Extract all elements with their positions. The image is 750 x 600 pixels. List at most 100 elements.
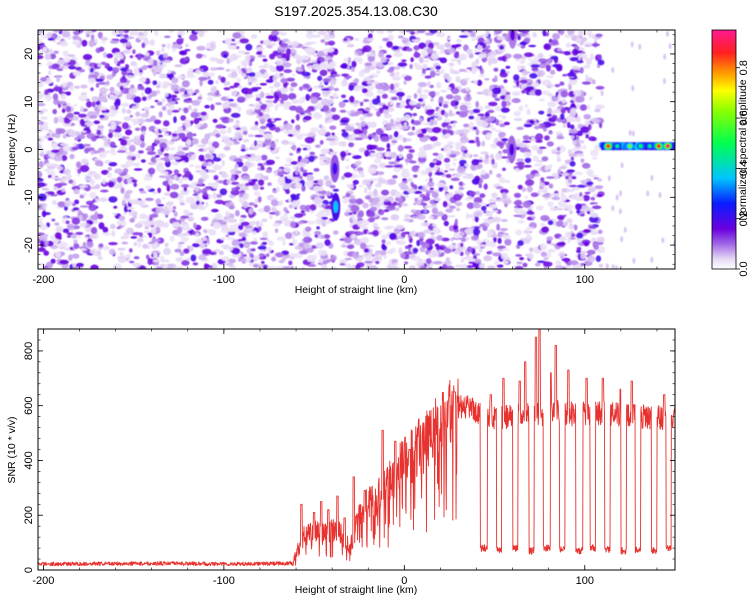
- spectrogram-cell: [546, 141, 554, 147]
- spectrogram-cell: [469, 122, 474, 126]
- y-tick-label: 200: [23, 506, 35, 524]
- spectrogram-cell: [38, 247, 46, 252]
- spectrogram-cell: [497, 237, 502, 244]
- spectrogram-cell: [305, 180, 314, 187]
- spectrogram-cell: [53, 116, 59, 124]
- spectrogram-cell: [478, 183, 483, 189]
- spectrogram-cell: [389, 83, 395, 91]
- spectrogram-cell: [584, 191, 591, 195]
- spectrogram-cell: [404, 75, 412, 81]
- spectrogram-cell: [315, 212, 325, 218]
- spectrogram-cell: [373, 135, 380, 143]
- spectrogram-cell: [221, 256, 231, 262]
- spectrogram-cell: [141, 96, 147, 102]
- spectrogram-cell: [517, 35, 521, 41]
- spectrogram-cell: [311, 30, 317, 33]
- spectrogram-cell: [242, 258, 247, 263]
- spectrogram-cell: [354, 137, 364, 141]
- spectrogram-cell: [486, 132, 492, 138]
- spectrogram-cell: [449, 185, 454, 190]
- spectrogram-cell: [202, 148, 208, 152]
- spectrogram-cell: [113, 57, 118, 65]
- spectrogram-cell: [646, 190, 650, 197]
- spectrogram-cell: [114, 121, 122, 125]
- spectrogram-cell: [331, 114, 341, 121]
- spectrogram-cell: [369, 100, 373, 108]
- spectrogram-cell: [227, 98, 234, 102]
- spectrogram-cell: [107, 167, 113, 171]
- spectrogram-cell: [309, 204, 317, 211]
- x-tick-label: -100: [213, 274, 235, 286]
- spectrogram-cell: [586, 249, 596, 255]
- spectrogram-cell: [328, 142, 339, 146]
- spectrogram-cell: [196, 206, 207, 210]
- spectrogram-cell: [152, 191, 158, 195]
- spectrogram-cell: [611, 67, 615, 73]
- spectrogram-cell: [565, 42, 571, 48]
- spectrogram-cell: [289, 256, 295, 260]
- spectrogram-cell: [352, 155, 362, 160]
- spectrogram-cell: [385, 225, 395, 229]
- spectrogram-cell: [186, 74, 196, 79]
- spectrogram-cell: [418, 98, 424, 102]
- spectrogram-cell: [144, 118, 153, 123]
- spectrogram-cell: [126, 207, 135, 210]
- spectrogram-cell: [61, 155, 68, 161]
- spectrogram-cell: [266, 238, 271, 242]
- spectrogram-cell: [388, 107, 395, 113]
- spectrogram-cell: [180, 115, 187, 121]
- spectrogram-cell: [554, 84, 561, 88]
- spectrogram-cell: [103, 245, 110, 251]
- spectrogram-cell: [580, 158, 585, 163]
- spectrogram-cell: [99, 197, 108, 202]
- spectrogram-cell: [112, 212, 118, 216]
- spectrogram-cell: [329, 125, 337, 130]
- spectrogram-cell: [165, 73, 172, 78]
- spectrogram-cell: [417, 156, 427, 163]
- spectrogram-cell: [316, 226, 320, 230]
- spectrogram-cell: [348, 126, 356, 132]
- spectrogram-cell: [204, 71, 210, 78]
- spectrogram-cell: [292, 199, 301, 206]
- spectrogram-cell: [555, 264, 564, 269]
- spectrogram-cell: [161, 197, 166, 200]
- spectrogram-cell: [397, 35, 404, 39]
- spectrogram-cell: [165, 92, 169, 97]
- spectrogram-cell: [380, 136, 390, 142]
- spectrogram-cell: [90, 214, 99, 221]
- spectrogram-cell: [355, 122, 361, 126]
- spectrogram-cell: [532, 155, 539, 162]
- spectrogram-cell: [410, 57, 414, 63]
- spectrogram-cell: [562, 265, 572, 268]
- spectrogram-cell: [500, 188, 509, 194]
- spectrogram-cell: [547, 101, 557, 108]
- spectrogram-cell: [50, 244, 59, 250]
- spectrogram-cell: [473, 226, 481, 229]
- spectrogram-cell: [429, 136, 438, 142]
- spectrogram-cell: [476, 79, 483, 86]
- spectrogram-cell: [517, 161, 525, 166]
- spectrogram-cell: [541, 90, 551, 96]
- spectrogram-cell: [292, 130, 298, 137]
- spectrogram-cell: [259, 186, 265, 190]
- spectrogram-cell: [170, 161, 180, 166]
- spectrogram-cell: [388, 259, 392, 267]
- spectrogram-cell: [438, 50, 445, 55]
- spectrogram-cell: [72, 266, 80, 269]
- spectrogram-cell: [52, 30, 61, 33]
- spectrogram-cell: [576, 209, 581, 214]
- spectrogram-cell: [43, 250, 50, 256]
- spectrogram-cell: [452, 122, 456, 128]
- spectrogram-cell: [375, 70, 381, 74]
- spectrogram-cell: [168, 153, 175, 161]
- spectrogram-cell: [204, 104, 210, 109]
- spectrogram-cell: [496, 264, 504, 268]
- spectrogram-cell: [303, 110, 312, 114]
- spectrogram-cell: [72, 203, 76, 206]
- spectrogram-cell: [454, 201, 463, 207]
- spectrogram-cell: [38, 136, 44, 144]
- spectrogram-cell: [275, 228, 279, 233]
- spectrogram-cell: [372, 229, 380, 237]
- spectrogram-cell: [271, 117, 276, 122]
- spectrogram-cell: [221, 171, 228, 179]
